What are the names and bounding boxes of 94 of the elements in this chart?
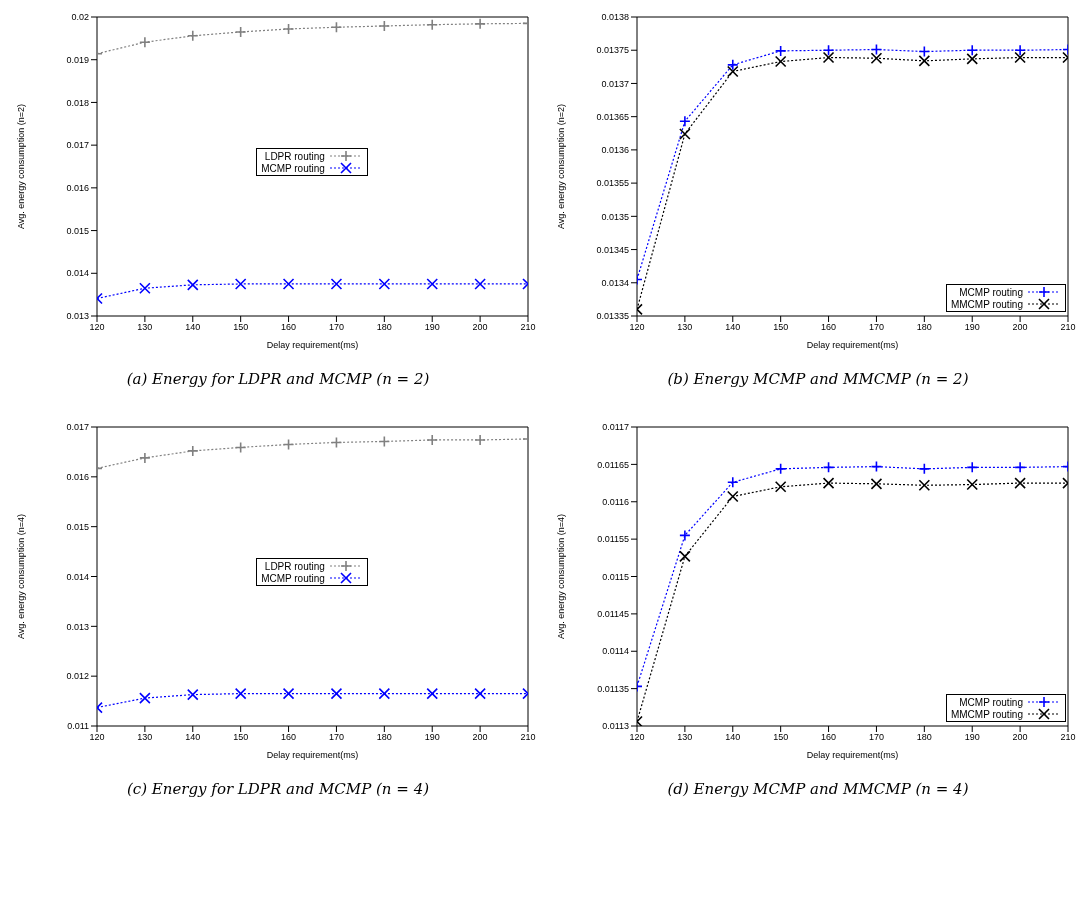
y-tick-label: 0.011 (67, 721, 89, 732)
x-tick-label: 210 (1060, 732, 1076, 743)
text: (c) Energy for LDPR and MCMP (n = 4) (126, 780, 430, 798)
y-tick-label: 0.015 (66, 225, 89, 236)
legend-label: MCMP routing (261, 572, 325, 584)
y-tick-label: 0.01335 (596, 311, 629, 322)
x-tick-label: 120 (89, 322, 105, 333)
y-tick-label: 0.014 (66, 268, 89, 279)
x-tick-label: 180 (916, 732, 932, 743)
y-axis-title: Avg. energy consumption (n=4) (556, 513, 567, 640)
x-tick-label: 130 (137, 322, 153, 333)
y-tick-label: 0.0113 (602, 721, 629, 732)
x-tick-label: 190 (964, 322, 980, 333)
y-tick-label: 0.017 (66, 422, 89, 433)
x-tick-label: 180 (916, 322, 932, 333)
x-tick-label: 150 (773, 322, 789, 333)
y-tick-label: 0.01365 (596, 111, 629, 122)
y-tick-label: 0.019 (66, 54, 89, 65)
y-tick-label: 0.01345 (596, 244, 629, 255)
y-tick-label: 0.012 (66, 671, 89, 682)
x-tick-label: 120 (89, 732, 105, 743)
x-tick-label: 200 (472, 732, 488, 743)
y-tick-label: 0.0135 (601, 211, 629, 222)
x-tick-label: 140 (185, 322, 201, 333)
x-tick-label: 160 (281, 732, 297, 743)
y-tick-label: 0.01375 (596, 45, 629, 56)
y-tick-label: 0.0136 (601, 145, 629, 156)
x-axis-title: Delay requirement(ms) (266, 750, 359, 760)
x-tick-label: 140 (185, 732, 201, 743)
x-tick-label: 160 (281, 322, 297, 333)
y-axis-title: Avg. energy consumption (n=4) (16, 513, 27, 640)
legend-label: MCMP routing (261, 162, 325, 174)
x-tick-label: 130 (137, 732, 153, 743)
y-tick-label: 0.01155 (597, 534, 629, 545)
y-axis-title: Avg. energy consumption (n=2) (16, 103, 27, 230)
legend-label: LDPR routing (264, 560, 325, 572)
legend-label: MCMP routing (959, 286, 1023, 298)
y-tick-label: 0.013 (66, 311, 89, 322)
x-tick-label: 170 (868, 732, 884, 743)
x-tick-label: 150 (233, 732, 249, 743)
y-tick-label: 0.0116 (602, 496, 629, 507)
y-tick-label: 0.016 (66, 183, 89, 194)
y-tick-label: 0.02 (71, 12, 89, 23)
y-tick-label: 0.01165 (597, 459, 629, 470)
y-tick-label: 0.01355 (596, 178, 629, 189)
y-tick-label: 0.013 (66, 621, 89, 632)
y-axis-title: Avg. energy consumption (n=2) (556, 103, 567, 230)
x-tick-label: 150 (233, 322, 249, 333)
x-tick-label: 170 (868, 322, 884, 333)
y-tick-label: 0.016 (66, 472, 89, 483)
x-tick-label: 180 (376, 732, 392, 743)
y-tick-label: 0.017 (66, 140, 89, 151)
x-tick-label: 210 (520, 732, 536, 743)
x-tick-label: 150 (773, 732, 789, 743)
x-tick-label: 200 (1012, 322, 1028, 333)
legend-label: MCMP routing (959, 696, 1023, 708)
y-tick-label: 0.0138 (601, 12, 629, 23)
x-axis-title: Delay requirement(ms) (806, 340, 899, 350)
y-tick-label: 0.018 (66, 97, 89, 108)
x-tick-label: 170 (328, 322, 344, 333)
y-tick-label: 0.015 (66, 521, 89, 532)
y-tick-label: 0.01145 (597, 609, 629, 620)
x-tick-label: 210 (520, 322, 536, 333)
x-tick-label: 180 (376, 322, 392, 333)
x-tick-label: 120 (629, 322, 645, 333)
x-tick-label: 210 (1060, 322, 1076, 333)
x-tick-label: 130 (677, 322, 693, 333)
x-tick-label: 130 (677, 732, 693, 743)
x-tick-label: 160 (821, 732, 837, 743)
x-axis-title: Delay requirement(ms) (806, 750, 899, 760)
y-tick-label: 0.0115 (602, 571, 629, 582)
y-tick-label: 0.0117 (602, 422, 629, 433)
x-tick-label: 200 (472, 322, 488, 333)
x-tick-label: 140 (725, 322, 741, 333)
legend-label: MMCMP routing (950, 298, 1023, 310)
y-tick-label: 0.0114 (602, 646, 629, 657)
x-tick-label: 170 (328, 732, 344, 743)
y-tick-label: 0.01135 (597, 683, 629, 694)
text: (d) Energy MCMP and MMCMP (n = 4) (667, 780, 969, 798)
y-tick-label: 0.0137 (601, 78, 629, 89)
x-tick-label: 160 (821, 322, 837, 333)
legend-label: LDPR routing (264, 150, 325, 162)
x-tick-label: 190 (964, 732, 980, 743)
legend-label: MMCMP routing (950, 708, 1023, 720)
x-tick-label: 190 (424, 322, 440, 333)
y-tick-label: 0.0134 (601, 277, 629, 288)
text: (a) Energy for LDPR and MCMP (n = 2) (126, 370, 430, 388)
y-tick-label: 0.014 (66, 571, 89, 582)
x-tick-label: 120 (629, 732, 645, 743)
x-tick-label: 140 (725, 732, 741, 743)
x-tick-label: 200 (1012, 732, 1028, 743)
x-tick-label: 190 (424, 732, 440, 743)
x-axis-title: Delay requirement(ms) (266, 340, 359, 350)
text: (b) Energy MCMP and MMCMP (n = 2) (667, 370, 969, 388)
